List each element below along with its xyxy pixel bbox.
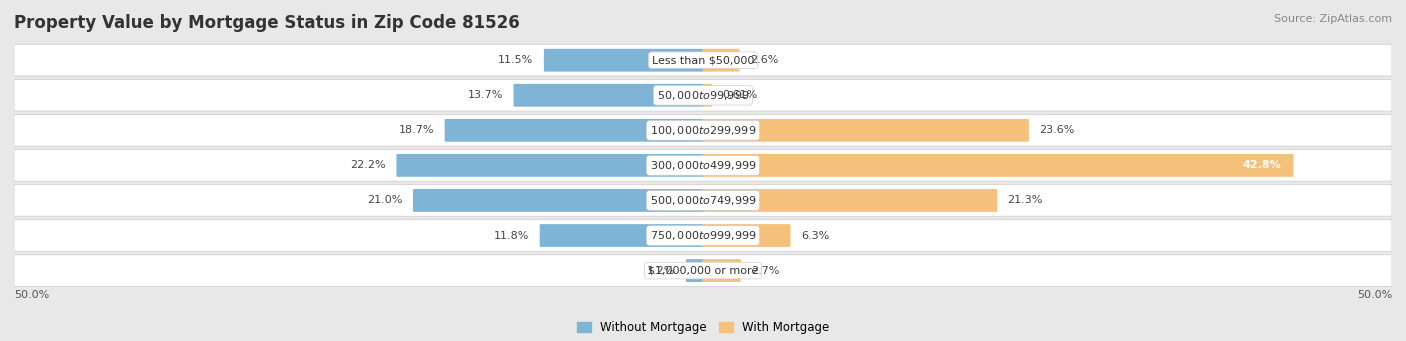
Text: 0.61%: 0.61% bbox=[723, 90, 758, 100]
Text: 50.0%: 50.0% bbox=[14, 290, 49, 300]
FancyBboxPatch shape bbox=[703, 84, 711, 107]
FancyBboxPatch shape bbox=[14, 220, 1392, 251]
Text: 11.5%: 11.5% bbox=[498, 55, 533, 65]
FancyBboxPatch shape bbox=[14, 44, 1392, 76]
Text: 2.7%: 2.7% bbox=[751, 266, 780, 276]
Text: $300,000 to $499,999: $300,000 to $499,999 bbox=[650, 159, 756, 172]
Text: Source: ZipAtlas.com: Source: ZipAtlas.com bbox=[1274, 14, 1392, 24]
FancyBboxPatch shape bbox=[703, 154, 1294, 177]
Text: 23.6%: 23.6% bbox=[1039, 125, 1074, 135]
Text: 50.0%: 50.0% bbox=[1357, 290, 1392, 300]
FancyBboxPatch shape bbox=[703, 259, 741, 282]
FancyBboxPatch shape bbox=[703, 224, 790, 247]
Text: 21.3%: 21.3% bbox=[1008, 195, 1043, 205]
FancyBboxPatch shape bbox=[14, 255, 1392, 286]
Text: $750,000 to $999,999: $750,000 to $999,999 bbox=[650, 229, 756, 242]
Text: 21.0%: 21.0% bbox=[367, 195, 402, 205]
Text: 6.3%: 6.3% bbox=[801, 231, 830, 240]
FancyBboxPatch shape bbox=[703, 119, 1029, 142]
Text: $100,000 to $299,999: $100,000 to $299,999 bbox=[650, 124, 756, 137]
FancyBboxPatch shape bbox=[14, 150, 1392, 181]
Text: Less than $50,000: Less than $50,000 bbox=[652, 55, 754, 65]
Text: $1,000,000 or more: $1,000,000 or more bbox=[648, 266, 758, 276]
Text: 13.7%: 13.7% bbox=[468, 90, 503, 100]
FancyBboxPatch shape bbox=[14, 115, 1392, 146]
Text: 11.8%: 11.8% bbox=[494, 231, 530, 240]
Text: $500,000 to $749,999: $500,000 to $749,999 bbox=[650, 194, 756, 207]
FancyBboxPatch shape bbox=[540, 224, 703, 247]
FancyBboxPatch shape bbox=[703, 49, 740, 72]
Text: Property Value by Mortgage Status in Zip Code 81526: Property Value by Mortgage Status in Zip… bbox=[14, 14, 520, 32]
Text: 22.2%: 22.2% bbox=[350, 160, 387, 170]
FancyBboxPatch shape bbox=[686, 259, 703, 282]
FancyBboxPatch shape bbox=[14, 185, 1392, 216]
FancyBboxPatch shape bbox=[544, 49, 703, 72]
Text: 18.7%: 18.7% bbox=[399, 125, 434, 135]
FancyBboxPatch shape bbox=[413, 189, 703, 212]
FancyBboxPatch shape bbox=[396, 154, 703, 177]
FancyBboxPatch shape bbox=[703, 189, 997, 212]
FancyBboxPatch shape bbox=[444, 119, 703, 142]
Text: 2.6%: 2.6% bbox=[749, 55, 779, 65]
FancyBboxPatch shape bbox=[14, 79, 1392, 111]
Text: 1.2%: 1.2% bbox=[647, 266, 675, 276]
FancyBboxPatch shape bbox=[513, 84, 703, 107]
Text: $50,000 to $99,999: $50,000 to $99,999 bbox=[657, 89, 749, 102]
Legend: Without Mortgage, With Mortgage: Without Mortgage, With Mortgage bbox=[572, 316, 834, 339]
Text: 42.8%: 42.8% bbox=[1243, 160, 1282, 170]
